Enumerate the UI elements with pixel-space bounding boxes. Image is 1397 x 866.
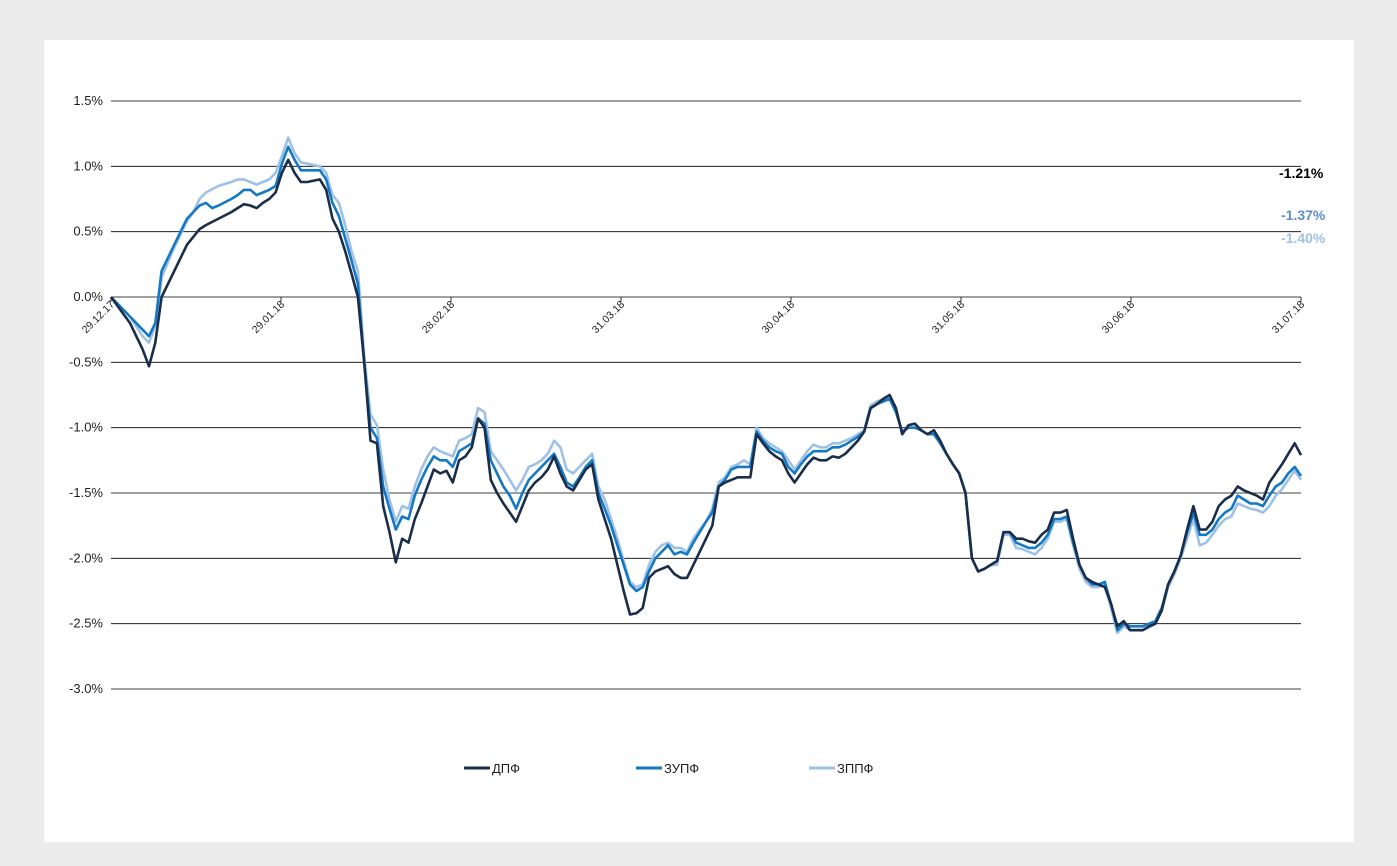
y-tick-label: 0.5% <box>73 224 103 239</box>
chart-frame: 1.5% 1.0% 0.5% 0.0% -0.5% -1.0% -1.5% -2.0% -2.5… <box>44 40 1354 842</box>
y-tick-label: 0.0% <box>73 289 103 304</box>
x-tick-label: 30.04.18 <box>760 299 797 336</box>
x-tick-label: 30.06.18 <box>1100 299 1137 336</box>
y-tick-label: -3.0% <box>69 681 103 696</box>
series-lines <box>109 136 1303 635</box>
legend-label: ДПФ <box>492 761 520 776</box>
end-label-1: -1.21% <box>1279 165 1324 181</box>
x-tick-label: 31.07.18 <box>1270 299 1307 336</box>
x-tick-label: 28.02.18 <box>420 299 457 336</box>
y-axis-ticks: 1.5% 1.0% 0.5% 0.0% -0.5% -1.0% -1.5% -2.0% -2.5… <box>69 93 103 696</box>
legend-label: ЗУПФ <box>664 761 699 776</box>
x-tick-label: 29.01.18 <box>250 299 287 336</box>
y-tick-label: -1.5% <box>69 485 103 500</box>
y-tick-label: 1.0% <box>73 158 103 173</box>
x-tick-label: 31.05.18 <box>930 299 967 336</box>
y-tick-label: -2.5% <box>69 616 103 631</box>
y-tick-label: 1.5% <box>73 93 103 108</box>
y-tick-label: -0.5% <box>69 354 103 369</box>
x-tick-label: 29.12.17 <box>80 299 117 336</box>
end-value-labels: -1.21% -1.37% -1.40% <box>1279 165 1326 246</box>
line-chart: 1.5% 1.0% 0.5% 0.0% -0.5% -1.0% -1.5% -2.0% -2.5… <box>69 93 1326 776</box>
legend-label: ЗППФ <box>837 761 874 776</box>
end-label-3: -1.40% <box>1281 230 1326 246</box>
series-line-2 <box>110 145 1303 632</box>
legend: ДПФ ЗУПФ ЗППФ <box>464 761 874 776</box>
x-axis-ticks: 29.12.17 29.01.18 28.02.18 31.03.18 30.04.18… <box>80 297 1307 336</box>
y-tick-label: -2.0% <box>69 550 103 565</box>
end-label-2: -1.37% <box>1281 207 1326 223</box>
series-line-1 <box>109 158 1303 632</box>
y-tick-label: -1.0% <box>69 420 103 435</box>
gridlines <box>111 100 1301 690</box>
x-tick-label: 31.03.18 <box>590 299 627 336</box>
